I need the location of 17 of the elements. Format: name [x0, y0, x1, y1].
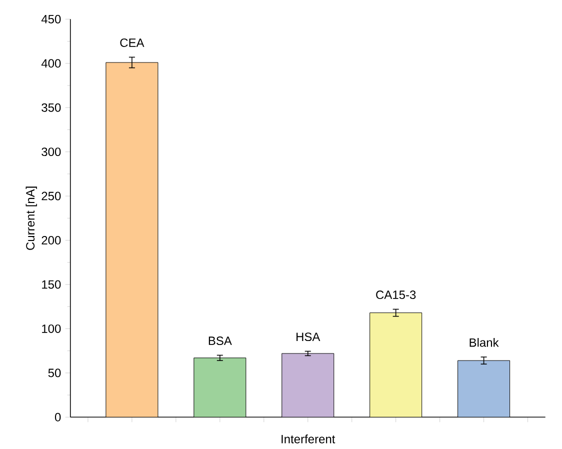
y-tick-label: 0: [54, 412, 61, 422]
y-tick-label: 250: [42, 192, 61, 200]
y-tick-label: 350: [42, 103, 61, 112]
y-tick-label: 300: [42, 148, 61, 156]
y-tick-label: 400: [41, 59, 61, 68]
y-tick-label: 50: [48, 368, 61, 378]
y-tick-label: 100: [42, 324, 61, 333]
x-tick-label: CEA: [120, 38, 144, 47]
y-tick-label: 150: [42, 280, 61, 289]
x-tick-label: HSA: [296, 332, 320, 342]
x-tick-label: CA15-3: [376, 290, 416, 300]
y-tick-label: 200: [42, 236, 61, 245]
y-axis-title: Current [nA]: [26, 186, 37, 250]
y-tick-label: 450: [41, 14, 61, 24]
x-tick-label: Blank: [470, 338, 499, 347]
x-axis-title: Interferent: [282, 434, 336, 444]
x-tick-label: BSA: [208, 336, 232, 346]
